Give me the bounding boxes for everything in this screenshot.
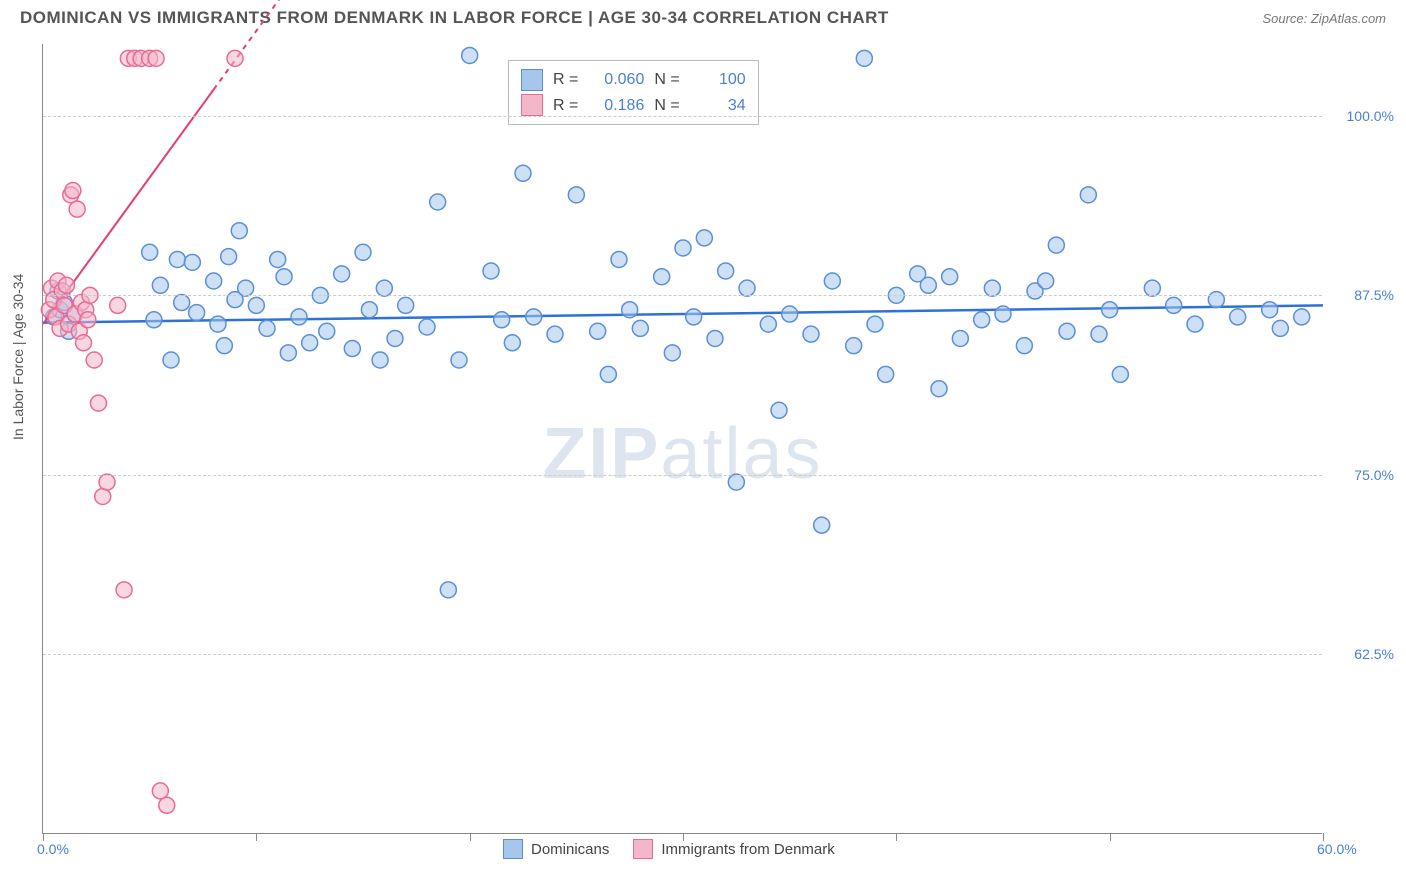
y-tick-label: 62.5% bbox=[1354, 646, 1394, 662]
x-tick bbox=[470, 833, 471, 841]
legend-item-dominicans: Dominicans bbox=[503, 839, 609, 859]
chart-source: Source: ZipAtlas.com bbox=[1262, 11, 1386, 26]
gridline-horizontal bbox=[43, 295, 1322, 296]
swatch-icon bbox=[503, 839, 523, 859]
y-axis-label: In Labor Force | Age 30-34 bbox=[10, 274, 26, 440]
gridline-horizontal bbox=[43, 116, 1322, 117]
legend-label: Dominicans bbox=[531, 841, 609, 858]
x-tick bbox=[896, 833, 897, 841]
x-tick bbox=[1110, 833, 1111, 841]
chart-plot-area: ZIPatlas R = 0.060 N = 100 R = 0.186 N =… bbox=[42, 44, 1322, 834]
gridline-horizontal bbox=[43, 654, 1322, 655]
gridline-horizontal bbox=[43, 475, 1322, 476]
y-tick-label: 87.5% bbox=[1354, 287, 1394, 303]
scatter-svg bbox=[43, 44, 1322, 833]
chart-header: DOMINICAN VS IMMIGRANTS FROM DENMARK IN … bbox=[0, 0, 1406, 32]
swatch-icon bbox=[633, 839, 653, 859]
y-tick-label: 75.0% bbox=[1354, 467, 1394, 483]
x-tick bbox=[1323, 833, 1324, 841]
y-tick-label: 100.0% bbox=[1347, 108, 1394, 124]
x-tick bbox=[683, 833, 684, 841]
series-legend: Dominicans Immigrants from Denmark bbox=[503, 839, 835, 859]
legend-item-denmark: Immigrants from Denmark bbox=[633, 839, 834, 859]
x-tick-label: 0.0% bbox=[37, 841, 69, 857]
chart-title: DOMINICAN VS IMMIGRANTS FROM DENMARK IN … bbox=[20, 8, 889, 28]
x-tick bbox=[256, 833, 257, 841]
x-tick bbox=[43, 833, 44, 841]
x-tick-label: 60.0% bbox=[1317, 841, 1357, 857]
legend-label: Immigrants from Denmark bbox=[661, 841, 834, 858]
